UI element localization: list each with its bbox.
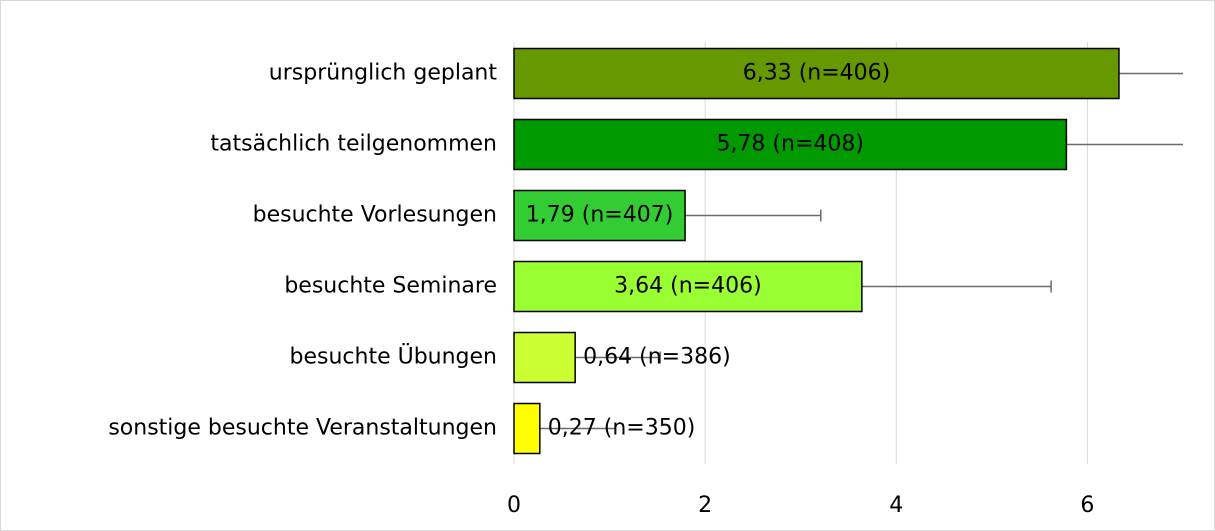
x-tick-label: 6: [1080, 493, 1094, 518]
bar: [513, 118, 1068, 171]
data-label: 1,79 (n=407): [526, 203, 674, 228]
data-label: 5,78 (n=408): [716, 132, 864, 157]
x-tick-label: 2: [698, 493, 712, 518]
y-tick-label: besuchte Vorlesungen: [253, 203, 497, 228]
bar: [513, 189, 686, 242]
y-tick-label: tatsächlich teilgenommen: [210, 132, 497, 157]
data-label: 0,64 (n=386): [583, 345, 731, 370]
data-label: 3,64 (n=406): [614, 274, 762, 299]
bar: [513, 47, 1120, 100]
x-tick-label: 0: [507, 493, 521, 518]
bar: [513, 331, 576, 384]
y-tick-label: ursprünglich geplant: [269, 61, 498, 86]
bar: [513, 402, 541, 455]
x-tick-label: 4: [889, 493, 903, 518]
bar: [513, 260, 863, 313]
data-label: 0,27 (n=350): [548, 416, 696, 441]
y-tick-label: sonstige besuchte Veranstaltungen: [108, 416, 497, 441]
data-label: 6,33 (n=406): [743, 61, 891, 86]
y-tick-label: besuchte Seminare: [284, 274, 497, 299]
y-tick-label: besuchte Übungen: [290, 344, 498, 370]
